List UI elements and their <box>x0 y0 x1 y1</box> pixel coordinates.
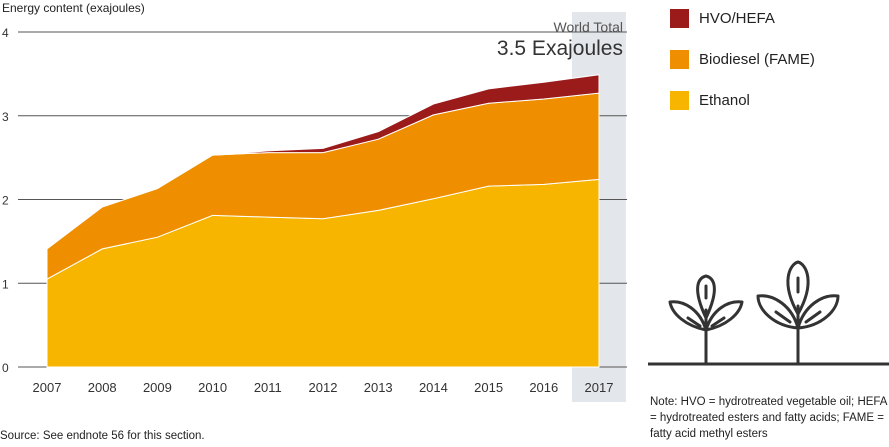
legend-swatch <box>670 91 689 110</box>
x-tick-2014: 2014 <box>419 380 448 395</box>
area-series <box>46 74 600 368</box>
x-tick-labels: 2007 2008 2009 2010 2011 2012 2013 2014 2015 2016… <box>33 380 614 395</box>
legend-label: Biodiesel (FAME) <box>699 51 815 68</box>
source-note: Source: See endnote 56 for this section. <box>0 430 205 442</box>
y-tick-1: 1 <box>2 277 9 291</box>
legend-swatch <box>670 9 689 28</box>
y-tick-labels: 0 1 2 3 4 <box>2 26 9 375</box>
x-tick-2008: 2008 <box>88 380 117 395</box>
y-tick-3: 3 <box>2 110 9 124</box>
footnote: Note: HVO = hydrotreated vegetable oil; … <box>650 396 887 440</box>
legend-item: Ethanol <box>670 90 815 111</box>
world-total-label: World Total <box>553 19 623 35</box>
x-tick-2012: 2012 <box>309 380 338 395</box>
legend-item: HVO/HEFA <box>670 8 815 29</box>
x-tick-2015: 2015 <box>474 380 503 395</box>
x-tick-2010: 2010 <box>198 380 227 395</box>
y-tick-0: 0 <box>2 361 9 375</box>
legend-label: HVO/HEFA <box>699 10 775 27</box>
y-tick-2: 2 <box>2 194 9 208</box>
plants-icon <box>648 260 889 366</box>
world-total-value: 3.5 Exajoules <box>497 37 623 60</box>
y-axis-label: Energy content (exajoules) <box>2 1 145 15</box>
x-tick-2017: 2017 <box>585 380 614 395</box>
area-hvo-hefa <box>46 74 600 250</box>
legend-swatch <box>670 50 689 69</box>
x-tick-2009: 2009 <box>143 380 172 395</box>
legend-item: Biodiesel (FAME) <box>670 49 815 70</box>
y-tick-4: 4 <box>2 26 9 40</box>
x-tick-2016: 2016 <box>529 380 558 395</box>
legend-label: Ethanol <box>699 92 750 109</box>
legend: HVO/HEFA Biodiesel (FAME) Ethanol <box>670 8 815 131</box>
x-tick-2013: 2013 <box>364 380 393 395</box>
x-tick-2011: 2011 <box>254 380 282 395</box>
x-tick-2007: 2007 <box>33 380 62 395</box>
